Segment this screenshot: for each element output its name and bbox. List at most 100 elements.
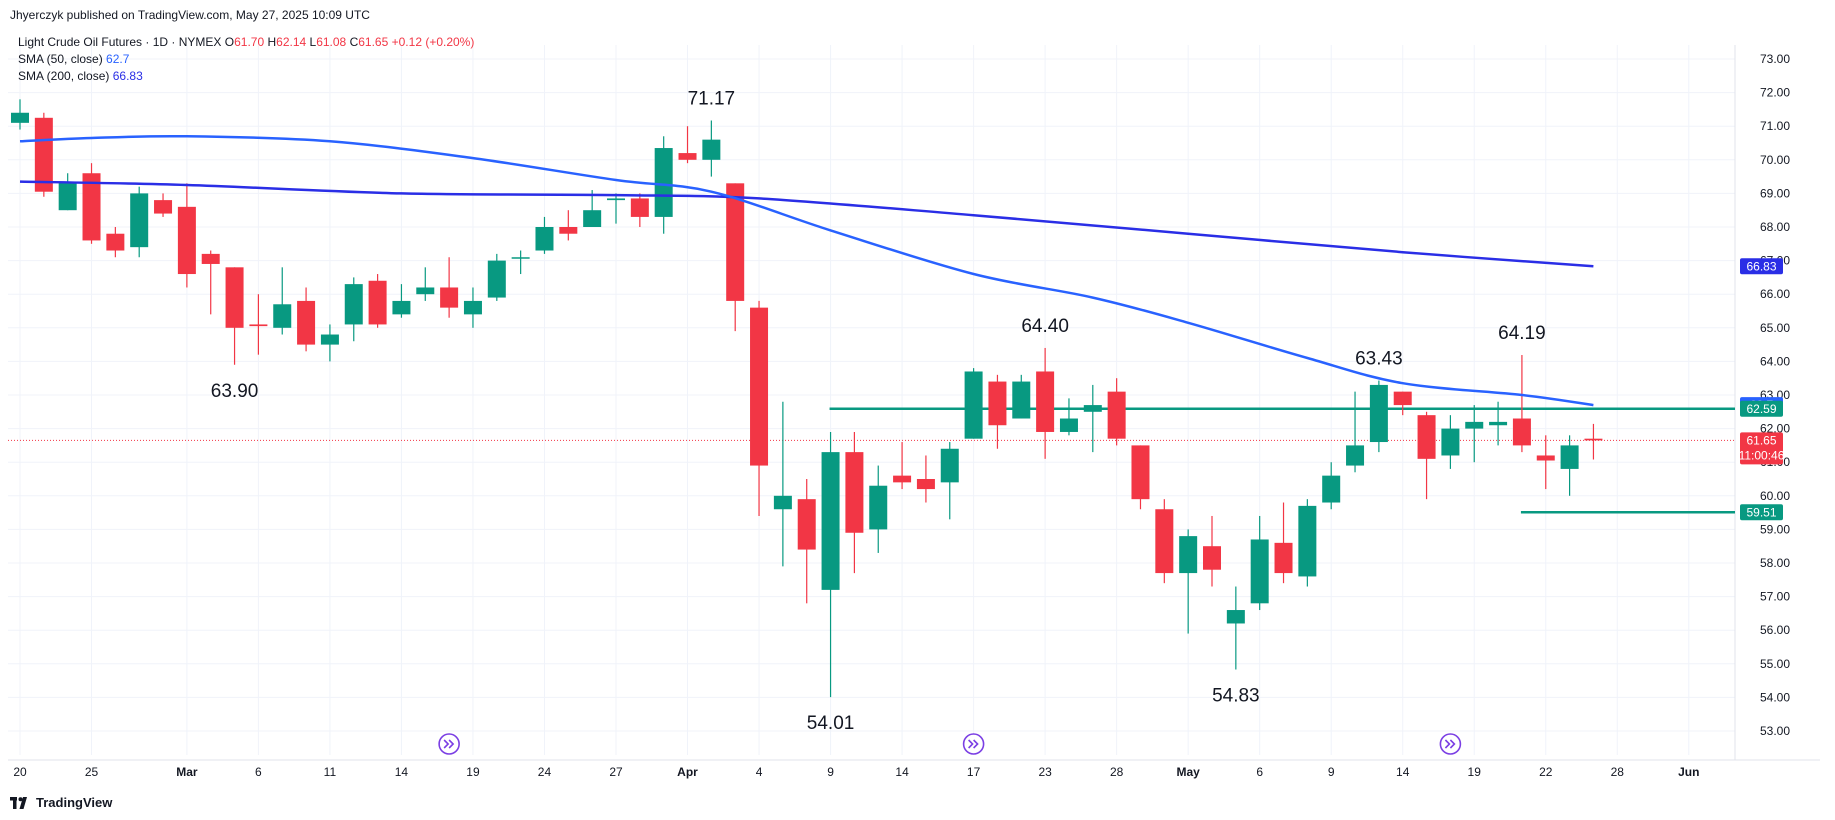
candle-down (177, 183, 196, 288)
time-tick-label: 25 (85, 765, 99, 779)
price-axis[interactable]: 53.00 54.00 55.00 56.00 57.00 58.00 59.00 60.00… (1760, 52, 1790, 738)
candle-body (368, 280, 387, 325)
double-chevron-icon[interactable] (438, 733, 460, 755)
candle-down (1274, 502, 1293, 584)
candle-down (1155, 499, 1174, 584)
candle-body (130, 193, 149, 248)
price-tick-label: 65.00 (1760, 321, 1790, 335)
candle-down (916, 455, 935, 503)
level-badge: 59.51 (1740, 504, 1783, 521)
symbol-name[interactable]: Light Crude Oil Futures · 1D · NYMEX (18, 35, 222, 49)
candle-up (1489, 401, 1508, 446)
candle-body (177, 206, 196, 275)
candle-up (1298, 499, 1317, 587)
sma_200-badge-text: 66.83 (1746, 259, 1776, 273)
candle-body (511, 257, 530, 259)
time-tick-label: 28 (1110, 765, 1124, 779)
candle-body (34, 117, 53, 192)
candle-body (1012, 381, 1031, 419)
candle-body (1322, 475, 1341, 503)
candle-body (607, 198, 625, 201)
candle-up (1012, 374, 1031, 419)
candle-body (392, 300, 411, 315)
candle-up (869, 465, 888, 553)
event-markers[interactable] (438, 733, 1462, 755)
double-chevron-icon[interactable] (1439, 733, 1462, 755)
candle-body (11, 112, 29, 123)
sma50-legend[interactable]: SMA (50, close) 62.7 (18, 52, 129, 66)
tradingview-logo[interactable]: TradingView (10, 795, 112, 810)
candle-body (1226, 610, 1245, 624)
time-tick-label: 19 (466, 765, 480, 779)
last-price-badge-bg (1740, 432, 1783, 465)
double-chevron-icon[interactable] (962, 733, 985, 755)
price-annotation: 64.19 (1498, 323, 1546, 344)
candle-down (1417, 411, 1436, 500)
candle-down (845, 431, 864, 574)
sma200-legend[interactable]: SMA (200, close) 66.83 (18, 69, 143, 83)
candle-down (988, 374, 1007, 449)
price-tick-label: 72.00 (1760, 86, 1790, 100)
candle-body (750, 307, 769, 466)
level-badge-text: 62.59 (1746, 402, 1776, 416)
price-annotation: 71.17 (688, 88, 736, 109)
candle-down (201, 250, 220, 315)
candle-up (1179, 529, 1198, 634)
time-tick-label: Jun (1678, 765, 1699, 779)
candle-up (821, 431, 840, 698)
candle-body (1274, 542, 1293, 574)
candle-body (702, 139, 721, 160)
candle-up (1322, 462, 1341, 510)
time-tick-label: 14 (895, 765, 909, 779)
candle-up (940, 442, 959, 520)
sma200-label: SMA (200, close) (18, 69, 110, 83)
candle-body (416, 287, 435, 295)
candle-body (440, 287, 459, 308)
price-tick-label: 56.00 (1760, 623, 1790, 637)
ohlc-close: C61.65 (349, 35, 389, 49)
level-badge: 62.59 (1740, 400, 1783, 417)
candle-up (487, 253, 506, 301)
candle-body (320, 334, 339, 345)
candle-body (58, 181, 77, 211)
candle-body (82, 173, 101, 241)
time-tick-label: 14 (1396, 765, 1410, 779)
price-annotation: 54.01 (807, 713, 855, 734)
price-tick-label: 59.00 (1760, 522, 1790, 536)
candle-body (225, 267, 244, 328)
candle-up (320, 324, 339, 362)
candle-body (1059, 418, 1078, 432)
candle-body (1107, 391, 1126, 439)
price-tick-label: 68.00 (1760, 220, 1790, 234)
price-tick-label: 71.00 (1760, 119, 1790, 133)
time-axis[interactable]: 20 25 Mar 6 11 14 19 24 27 Apr 4 9 14 17 23 28 May 6 9 14 19… (13, 765, 1699, 779)
candle-down (630, 193, 649, 227)
candle-up (535, 216, 554, 254)
publisher-line: Jhyerczyk published on TradingView.com, … (10, 8, 370, 22)
candle-up (1083, 384, 1102, 453)
candle-body (964, 371, 983, 439)
candle-up (344, 277, 363, 342)
candle-down (106, 227, 125, 258)
candle-body (869, 485, 888, 530)
candle-down (440, 257, 459, 318)
sma50-value: 62.7 (106, 52, 130, 66)
candle-body (1441, 428, 1460, 456)
moving-averages (19, 134, 1594, 407)
sma_200-badge: 66.83 (1740, 258, 1783, 275)
price-tick-label: 55.00 (1760, 657, 1790, 671)
time-tick-label: 17 (967, 765, 981, 779)
price-tick-label: 60.00 (1760, 489, 1790, 503)
candle-body (106, 233, 125, 251)
candle-body (1417, 415, 1436, 459)
candle-body (1512, 418, 1531, 446)
level-badge-text: 59.51 (1746, 505, 1776, 519)
level-badge-bg (1740, 504, 1783, 521)
price-annotation: 63.90 (211, 381, 259, 402)
candle-up (511, 250, 530, 275)
candle-up (130, 186, 149, 258)
tradingview-logo-icon (10, 796, 27, 809)
last-price-badge-text: 11:00:46 (1739, 448, 1785, 462)
